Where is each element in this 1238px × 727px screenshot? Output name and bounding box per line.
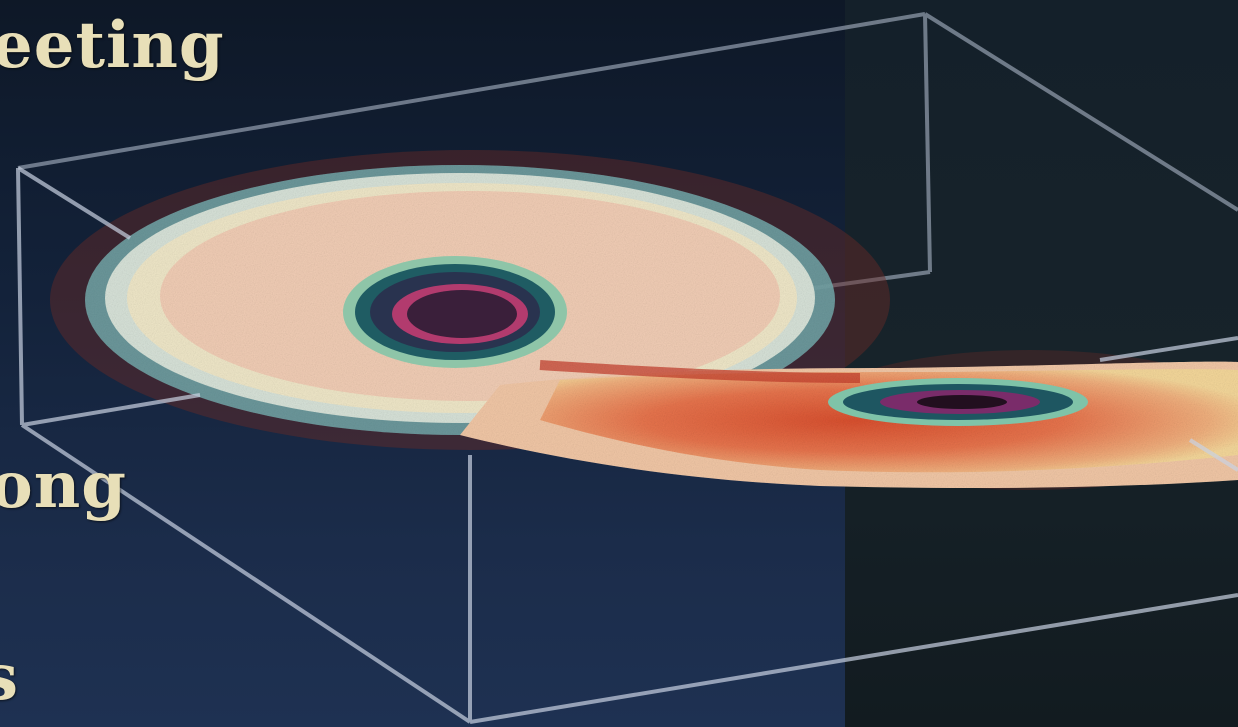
title-fragment-bottom: s [0,640,20,715]
right-vortex-core [828,378,1088,426]
left-vortex-core [343,256,567,368]
title-fragment-top: eeting [0,8,225,83]
title-fragment-middle: ong [0,448,127,523]
density-blob [85,165,1238,488]
box-front-edges [16,166,1238,724]
